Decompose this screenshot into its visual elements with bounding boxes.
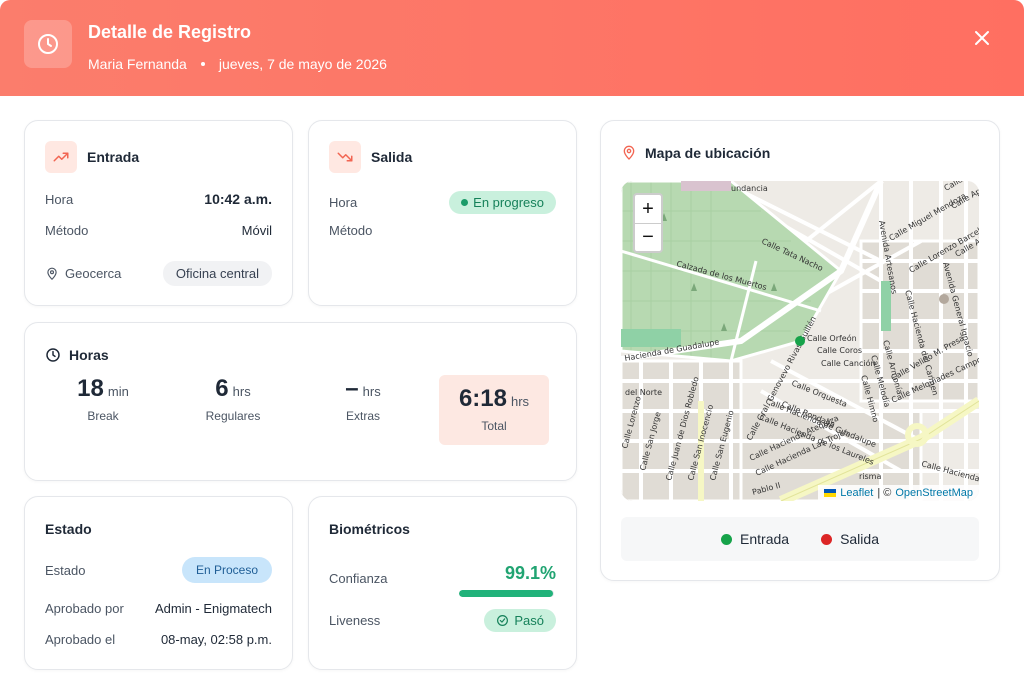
location-map[interactable]: undancia Calle Tata Nacho Calzada de los… [621, 181, 979, 501]
estado-label: Estado [45, 562, 86, 578]
geocerca-label: Geocerca [45, 266, 121, 281]
osm-link[interactable]: OpenStreetMap [895, 487, 973, 499]
estado-card: Estado Estado En Proceso Aprobado por Ad… [24, 496, 293, 670]
extras-metric: – hrs Extras [345, 375, 381, 423]
estado-status-badge: En Proceso [181, 557, 272, 583]
location-pin-icon [623, 145, 635, 160]
svg-text:del Norte: del Norte [625, 388, 662, 397]
entrada-hora-value: 10:42 a.m. [204, 191, 272, 207]
zoom-in-button[interactable]: + [642, 197, 654, 220]
clock-icon [24, 20, 72, 68]
regulares-metric: 6 hrs Regulares [205, 375, 261, 423]
salida-card: Salida Hora En progreso Método [308, 120, 577, 306]
entrada-dot-icon [721, 534, 733, 545]
map-legend: Entrada Salida [621, 517, 979, 561]
liveness-label: Liveness [329, 613, 381, 628]
geocerca-badge: Oficina central [162, 261, 272, 286]
break-metric: 18 min Break [77, 375, 129, 423]
horas-title: Horas [69, 347, 109, 363]
check-circle-icon [497, 615, 509, 626]
separator-dot [200, 62, 205, 66]
map-title: Mapa de ubicación [645, 145, 771, 161]
legend-salida: Salida [821, 531, 879, 547]
aprobado-el-label: Aprobado el [45, 632, 116, 647]
map-card: Mapa de ubicación [600, 120, 1000, 581]
svg-text:Calle Orfeón: Calle Orfeón [807, 333, 857, 343]
aprobado-por-value: Admin - Enigmatech [154, 601, 272, 616]
status-dot-icon [461, 199, 469, 206]
svg-text:Calle Canción: Calle Canción [821, 358, 876, 368]
confianza-label: Confianza [329, 571, 388, 586]
modal-title: Detalle de Registro [88, 22, 252, 42]
biometricos-title: Biométricos [329, 521, 410, 537]
salida-hora-label: Hora [329, 195, 358, 210]
entrada-hora-label: Hora [45, 191, 74, 207]
confianza-value: 99.1% [504, 563, 556, 583]
record-date: jueves, 7 de mayo de 2026 [218, 56, 387, 72]
svg-text:risma: risma [859, 472, 881, 481]
aprobado-el-value: 08-may, 02:58 p.m. [160, 632, 272, 647]
entrada-marker [795, 336, 805, 346]
horas-card: Horas 18 min Break 6 hrs Regulares – hrs Ex… [24, 322, 577, 481]
close-icon [975, 31, 989, 45]
salida-title: Salida [371, 149, 413, 165]
header-subtitle: Maria Fernanda jueves, 7 de mayo de 2026 [88, 56, 387, 72]
employee-name: Maria Fernanda [88, 56, 187, 72]
salida-metodo-label: Método [329, 223, 373, 238]
entrada-metodo-value: Móvil [241, 223, 272, 238]
map-zoom-control: + − [633, 193, 663, 253]
svg-text:undancia: undancia [731, 184, 768, 193]
aprobado-por-label: Aprobado por [45, 601, 124, 616]
total-metric: 6:18 hrs Total [439, 375, 549, 445]
confianza-progress-fill [459, 590, 554, 597]
confianza-progress-bar [459, 590, 554, 597]
entrada-title: Entrada [87, 149, 140, 165]
clock-icon [46, 348, 60, 362]
biometricos-card: Biométricos Confianza 99.1% Liveness Pas… [308, 496, 577, 670]
map-attribution: Leaflet | © OpenStreetMap [818, 485, 979, 501]
trending-up-icon [45, 141, 77, 173]
entrada-card: Entrada Hora 10:42 a.m. Método Móvil Geo… [24, 120, 293, 306]
close-button[interactable] [970, 26, 994, 50]
liveness-badge: Pasó [484, 609, 556, 632]
trending-down-icon [329, 141, 361, 173]
salida-dot-icon [821, 534, 833, 545]
location-pin-icon [47, 267, 57, 280]
leaflet-link[interactable]: Leaflet [840, 487, 874, 499]
entrada-metodo-label: Método [45, 223, 89, 238]
ukraine-flag-icon [824, 489, 837, 497]
modal-header: Detalle de Registro Maria Fernanda jueve… [0, 0, 1024, 96]
estado-title: Estado [45, 521, 92, 537]
salida-status-badge: En progreso [449, 191, 556, 214]
svg-text:Calle Coros: Calle Coros [817, 346, 862, 355]
legend-entrada: Entrada [721, 531, 789, 547]
zoom-out-button[interactable]: − [635, 223, 661, 251]
